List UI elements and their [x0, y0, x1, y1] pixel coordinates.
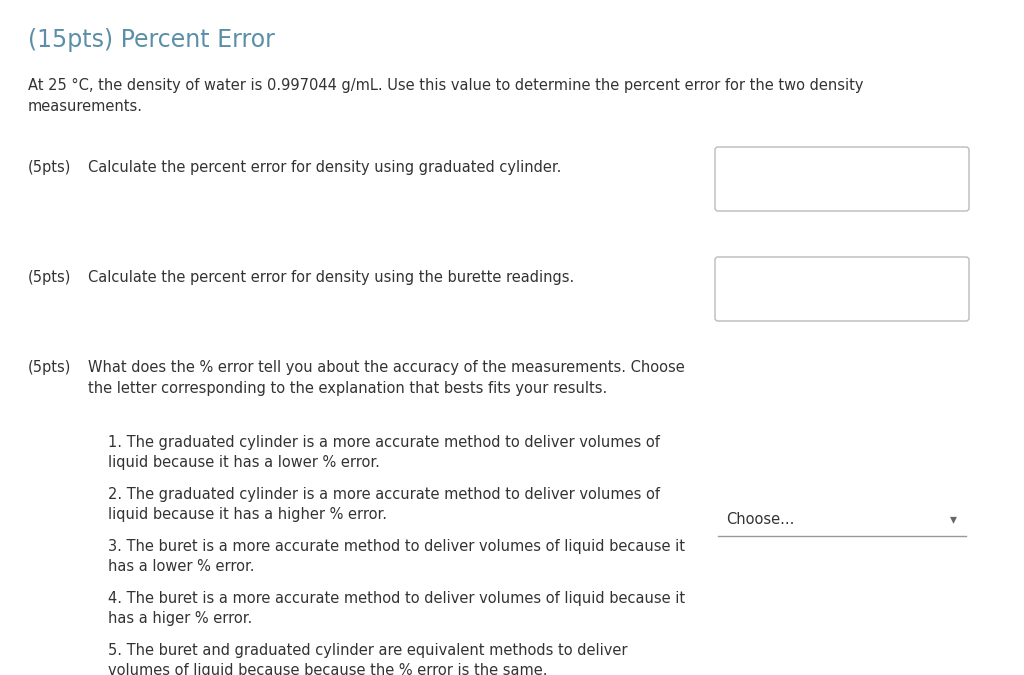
- Text: Calculate the percent error for density using graduated cylinder.: Calculate the percent error for density …: [88, 160, 561, 175]
- Text: 2. The graduated cylinder is a more accurate method to deliver volumes of
liquid: 2. The graduated cylinder is a more accu…: [108, 487, 660, 522]
- Text: At 25 °C, the density of water is 0.997044 g/mL. Use this value to determine the: At 25 °C, the density of water is 0.9970…: [28, 78, 863, 114]
- Text: 3. The buret is a more accurate method to deliver volumes of liquid because it
h: 3. The buret is a more accurate method t…: [108, 539, 685, 574]
- Text: (5pts): (5pts): [28, 160, 72, 175]
- FancyBboxPatch shape: [715, 257, 969, 321]
- Text: What does the % error tell you about the accuracy of the measurements. Choose
th: What does the % error tell you about the…: [88, 360, 685, 396]
- FancyBboxPatch shape: [715, 147, 969, 211]
- Text: 5. The buret and graduated cylinder are equivalent methods to deliver
volumes of: 5. The buret and graduated cylinder are …: [108, 643, 628, 675]
- Text: (5pts): (5pts): [28, 360, 72, 375]
- Text: Choose...: Choose...: [726, 512, 795, 527]
- Text: Calculate the percent error for density using the burette readings.: Calculate the percent error for density …: [88, 270, 574, 285]
- Text: 4. The buret is a more accurate method to deliver volumes of liquid because it
h: 4. The buret is a more accurate method t…: [108, 591, 685, 626]
- Text: 1. The graduated cylinder is a more accurate method to deliver volumes of
liquid: 1. The graduated cylinder is a more accu…: [108, 435, 659, 470]
- Text: ▾: ▾: [950, 512, 957, 526]
- Text: (5pts): (5pts): [28, 270, 72, 285]
- Text: (15pts) Percent Error: (15pts) Percent Error: [28, 28, 274, 52]
